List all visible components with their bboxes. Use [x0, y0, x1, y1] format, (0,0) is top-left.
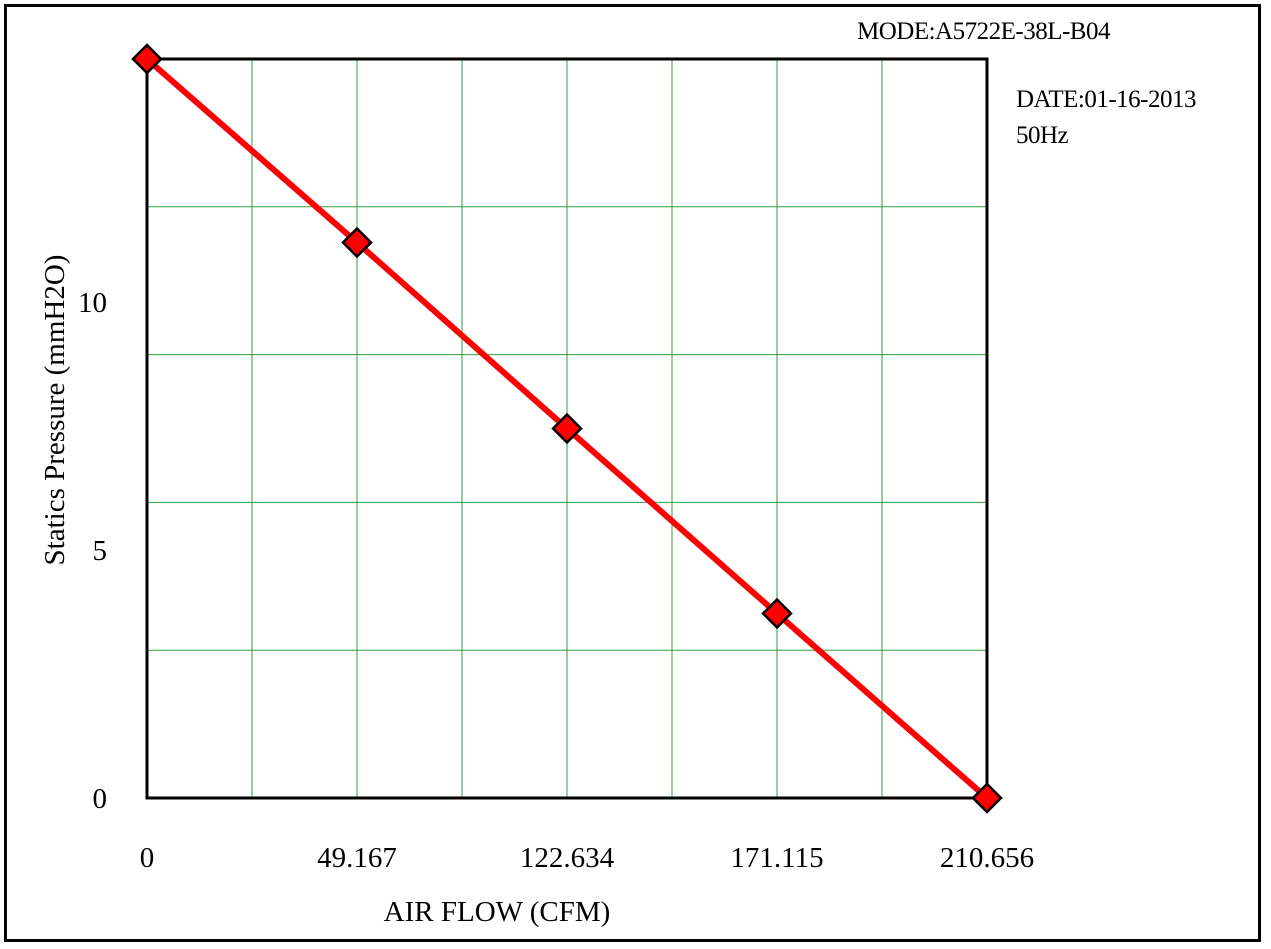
data-point-marker	[131, 43, 163, 75]
x-tick-label: 210.656	[940, 842, 1034, 874]
y-tick-label: 5	[93, 535, 108, 567]
data-point-marker	[551, 412, 583, 445]
model-label: MODE:A5722E-38L-B04	[857, 18, 1110, 45]
chart-grid	[147, 59, 987, 798]
data-point-marker	[761, 597, 793, 630]
data-point-marker	[341, 226, 373, 259]
x-tick-label: 0	[140, 842, 155, 874]
data-markers	[131, 43, 1003, 814]
y-tick-label: 0	[93, 783, 108, 815]
date-label: DATE:01-16-2013	[1016, 86, 1196, 113]
y-tick-label: 10	[78, 287, 107, 319]
x-tick-label: 171.115	[730, 842, 823, 874]
x-axis-label: AIR FLOW (CFM)	[384, 896, 611, 928]
y-axis-label: Statics Pressure (mmH2O)	[39, 255, 71, 566]
x-tick-label: 49.167	[317, 842, 397, 874]
plot-area-border	[145, 57, 989, 800]
chart-frame	[4, 4, 1261, 942]
axis-tick-labels: 0 49.167 122.634 171.115 210.656 0 5 10	[78, 287, 1034, 874]
data-point-marker	[971, 782, 1003, 814]
frequency-label: 50Hz	[1016, 122, 1069, 149]
x-tick-label: 122.634	[520, 842, 615, 874]
